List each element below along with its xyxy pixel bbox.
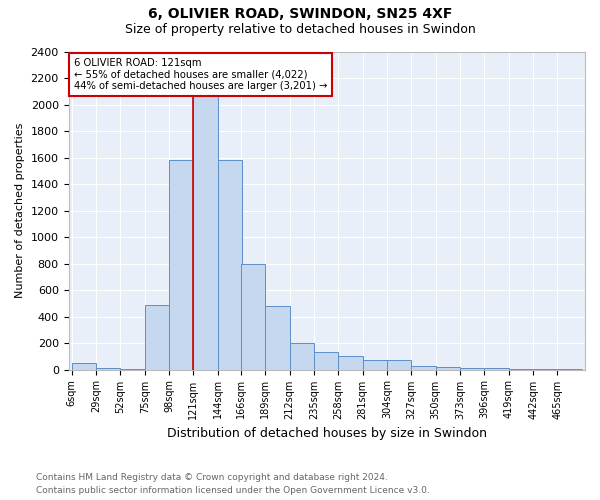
X-axis label: Distribution of detached houses by size in Swindon: Distribution of detached houses by size … [167, 427, 487, 440]
Bar [145, 304, 169, 370]
Bar [218, 160, 242, 370]
Bar [290, 343, 314, 369]
Y-axis label: Number of detached properties: Number of detached properties [15, 123, 25, 298]
Bar [363, 360, 387, 370]
Bar [96, 368, 121, 370]
Text: Contains public sector information licensed under the Open Government Licence v3: Contains public sector information licen… [36, 486, 430, 495]
Bar [484, 368, 509, 370]
Bar [169, 160, 193, 370]
Bar [338, 356, 363, 370]
Bar [121, 369, 145, 370]
Text: Size of property relative to detached houses in Swindon: Size of property relative to detached ho… [125, 22, 475, 36]
Bar [193, 78, 218, 370]
Bar [412, 366, 436, 370]
Text: Contains HM Land Registry data © Crown copyright and database right 2024.: Contains HM Land Registry data © Crown c… [36, 472, 388, 482]
Bar [72, 363, 96, 370]
Text: 6 OLIVIER ROAD: 121sqm
← 55% of detached houses are smaller (4,022)
44% of semi-: 6 OLIVIER ROAD: 121sqm ← 55% of detached… [74, 58, 327, 92]
Bar [436, 367, 460, 370]
Bar [557, 369, 582, 370]
Bar [509, 369, 533, 370]
Bar [387, 360, 412, 370]
Bar [460, 368, 484, 370]
Text: 6, OLIVIER ROAD, SWINDON, SN25 4XF: 6, OLIVIER ROAD, SWINDON, SN25 4XF [148, 8, 452, 22]
Bar [265, 306, 290, 370]
Bar [533, 369, 557, 370]
Bar [241, 264, 265, 370]
Bar [314, 352, 338, 370]
